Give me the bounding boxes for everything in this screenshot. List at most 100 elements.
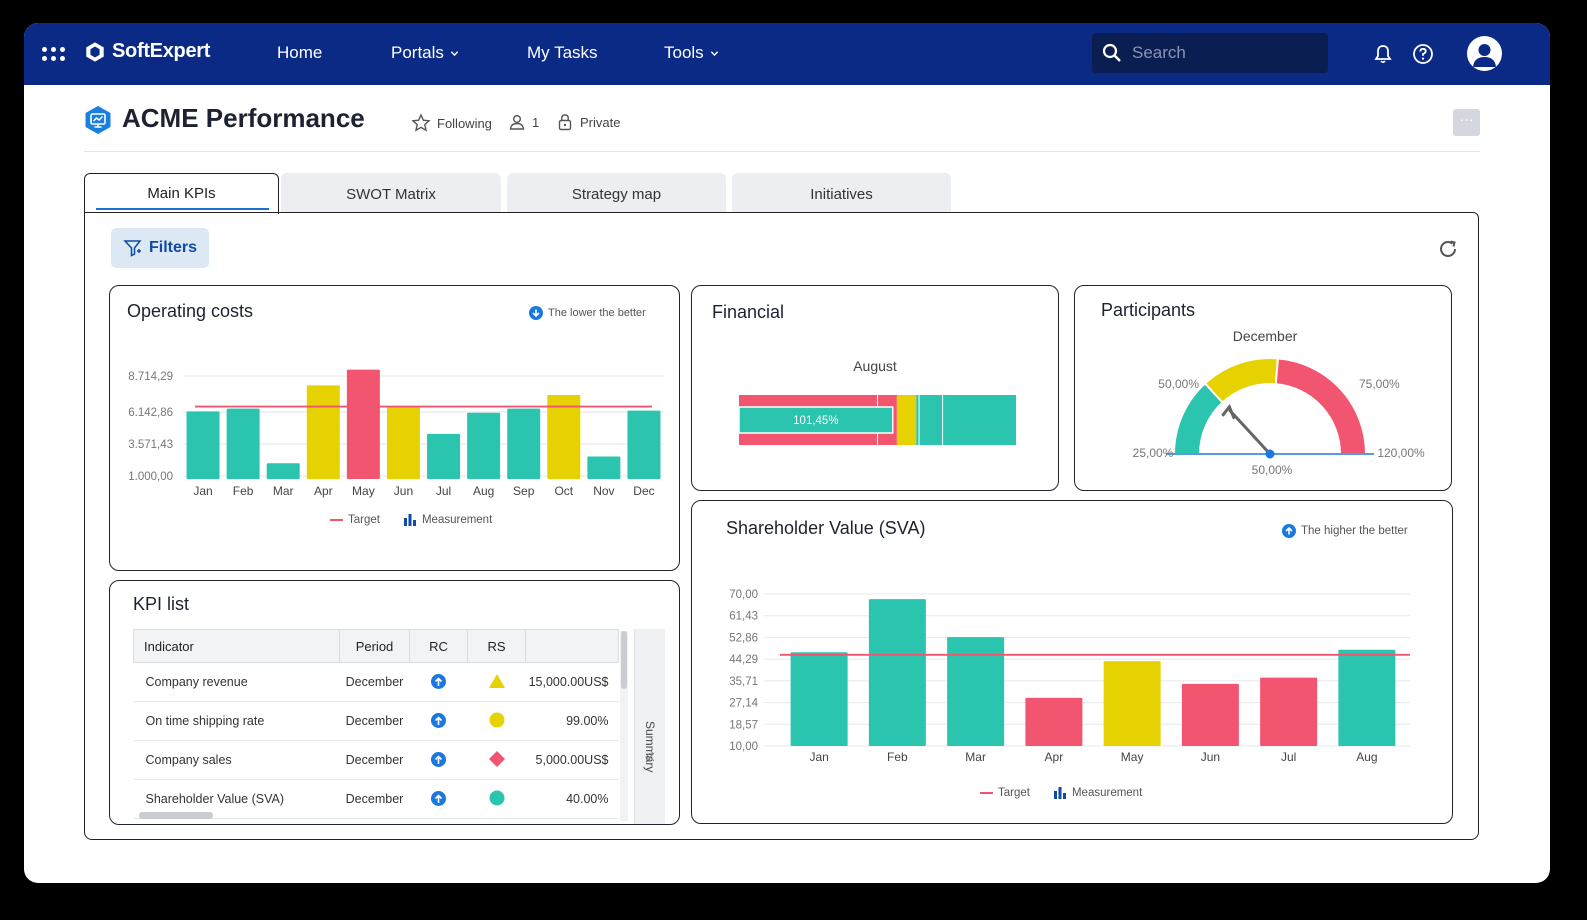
search-box[interactable] xyxy=(1092,33,1328,73)
user-icon xyxy=(509,115,525,130)
notifications-bell-icon[interactable] xyxy=(1372,43,1394,65)
indicator-cell[interactable]: Shareholder Value (SVA) xyxy=(133,779,340,819)
nav-portals[interactable]: Portals xyxy=(391,43,459,63)
indicator-cell[interactable]: On time shipping rate xyxy=(133,701,340,741)
bar-feb[interactable] xyxy=(226,408,260,479)
bar-may[interactable] xyxy=(346,369,380,479)
x-tick-label: May xyxy=(1121,750,1144,764)
bar-mar[interactable] xyxy=(947,637,1005,746)
bar-aug[interactable] xyxy=(1338,649,1396,746)
search-input[interactable] xyxy=(1130,42,1314,64)
performance-panel-icon xyxy=(85,106,111,134)
horizontal-scrollbar-thumb[interactable] xyxy=(139,812,213,819)
tab-initiatives[interactable]: Initiatives xyxy=(732,173,951,213)
nav-tools[interactable]: Tools xyxy=(664,43,719,63)
bar-jul[interactable] xyxy=(1260,677,1318,746)
column-rc[interactable]: RC xyxy=(409,629,468,663)
table-row[interactable]: Shareholder Value (SVA) December 40.00% xyxy=(133,779,619,819)
gauge-scale-label: 120,00% xyxy=(1377,446,1425,460)
financial-bullet-chart: 101,45% xyxy=(738,395,1016,445)
column-indicator[interactable]: Indicator xyxy=(133,629,340,663)
vertical-scrollbar[interactable] xyxy=(620,631,628,821)
refresh-icon[interactable] xyxy=(1437,238,1459,260)
value-bar[interactable] xyxy=(738,406,894,434)
nav-tools-label: Tools xyxy=(664,43,704,62)
status-circle-icon xyxy=(489,712,505,731)
tab-main-kpis[interactable]: Main KPIs xyxy=(84,173,279,214)
x-tick-label: Nov xyxy=(593,484,614,498)
vertical-scrollbar-thumb[interactable] xyxy=(621,631,627,689)
column-rs[interactable]: RS xyxy=(467,629,526,663)
bar-aug[interactable] xyxy=(467,412,501,479)
bar-may[interactable] xyxy=(1103,661,1161,746)
bar-feb[interactable] xyxy=(868,599,926,746)
kpi-list-title: KPI list xyxy=(133,594,190,614)
gauge-scale-label: 50,00% xyxy=(1158,377,1199,391)
bar-jul[interactable] xyxy=(427,433,461,479)
tab-strategy-map[interactable]: Strategy map xyxy=(507,173,726,213)
nav-home[interactable]: Home xyxy=(277,43,322,63)
members-count-label: 1 xyxy=(532,114,540,130)
user-avatar-icon xyxy=(1473,44,1496,67)
rs-cell xyxy=(467,662,526,702)
bar-jan[interactable] xyxy=(186,411,220,479)
members-count[interactable]: 1 xyxy=(508,113,539,131)
help-icon[interactable] xyxy=(1412,43,1434,65)
rs-cell xyxy=(467,740,526,780)
x-tick-label: Apr xyxy=(314,484,333,498)
x-tick-label: Aug xyxy=(473,484,494,498)
table-row[interactable]: Company revenue December 15,000.00US$ xyxy=(133,662,619,702)
range-band xyxy=(916,395,1016,445)
y-tick-label: 8.714,29 xyxy=(128,371,173,383)
bar-jun[interactable] xyxy=(386,407,420,479)
bar-apr[interactable] xyxy=(1025,697,1083,746)
target-legend-swatch xyxy=(980,792,993,794)
status-triangle-icon xyxy=(488,673,506,692)
more-options-button[interactable]: ··· xyxy=(1453,109,1480,136)
legend-measurement-label: Measurement xyxy=(1071,787,1143,799)
bar-jan[interactable] xyxy=(790,652,848,746)
follow-toggle[interactable]: Following xyxy=(411,113,492,133)
tab-initiatives-label: Initiatives xyxy=(810,186,873,203)
x-tick-label: May xyxy=(352,484,375,498)
bar-apr[interactable] xyxy=(306,385,340,479)
summary-panel-toggle[interactable]: Summary xyxy=(634,629,665,824)
kpi-table: Indicator Period RC RS Company revenue De… xyxy=(133,629,619,819)
filters-label: Filters xyxy=(148,239,197,256)
lower-is-better-label: The lower the better xyxy=(548,307,646,319)
table-row[interactable]: Company sales December 5,000.00US$ xyxy=(133,740,619,780)
bar-mar[interactable] xyxy=(266,463,300,479)
tab-swot-matrix[interactable]: SWOT Matrix xyxy=(281,173,501,213)
column-period[interactable]: Period xyxy=(339,629,410,663)
table-row[interactable]: On time shipping rate December 99.00% xyxy=(133,701,619,741)
operating-costs-chart: 1.000,00 3.571,43 6.142,86 8.714,29 Jan Feb Ma… xyxy=(128,369,664,498)
nav-portals-label: Portals xyxy=(391,43,444,62)
bar-oct[interactable] xyxy=(547,394,581,479)
column-value xyxy=(525,629,619,663)
gauge-band xyxy=(1274,357,1368,455)
filters-button[interactable]: Filters xyxy=(111,228,209,268)
value-cell: 5,000.00US$ xyxy=(525,740,619,780)
brand-logo[interactable]: SoftExpert xyxy=(84,40,210,63)
star-icon xyxy=(411,113,431,132)
privacy-label: Private xyxy=(580,114,621,130)
x-tick-label: Mar xyxy=(273,484,294,498)
indicator-cell[interactable]: Company sales xyxy=(133,740,340,780)
user-avatar[interactable] xyxy=(1467,36,1502,71)
bar-nov[interactable] xyxy=(587,456,621,479)
app-launcher-icon[interactable] xyxy=(42,43,66,65)
bar-chart-icon xyxy=(1053,787,1066,799)
page-header: ACME Performance Following 1 Private ··· xyxy=(84,101,1480,152)
tab-strategy-map-label: Strategy map xyxy=(571,186,662,203)
rc-cell xyxy=(409,779,468,819)
gauge-scale-label: 75,00% xyxy=(1359,377,1400,391)
x-tick-label: Aug xyxy=(1356,750,1377,764)
bar-dec[interactable] xyxy=(627,410,661,479)
y-tick-label: 3.571,43 xyxy=(128,439,173,451)
bar-jun[interactable] xyxy=(1181,683,1239,746)
bar-sep[interactable] xyxy=(507,408,541,479)
privacy-indicator[interactable]: Private xyxy=(556,113,620,131)
operating-costs-legend: Target Measurement xyxy=(330,514,492,526)
nav-my-tasks[interactable]: My Tasks xyxy=(527,43,598,63)
indicator-cell[interactable]: Company revenue xyxy=(133,662,340,702)
